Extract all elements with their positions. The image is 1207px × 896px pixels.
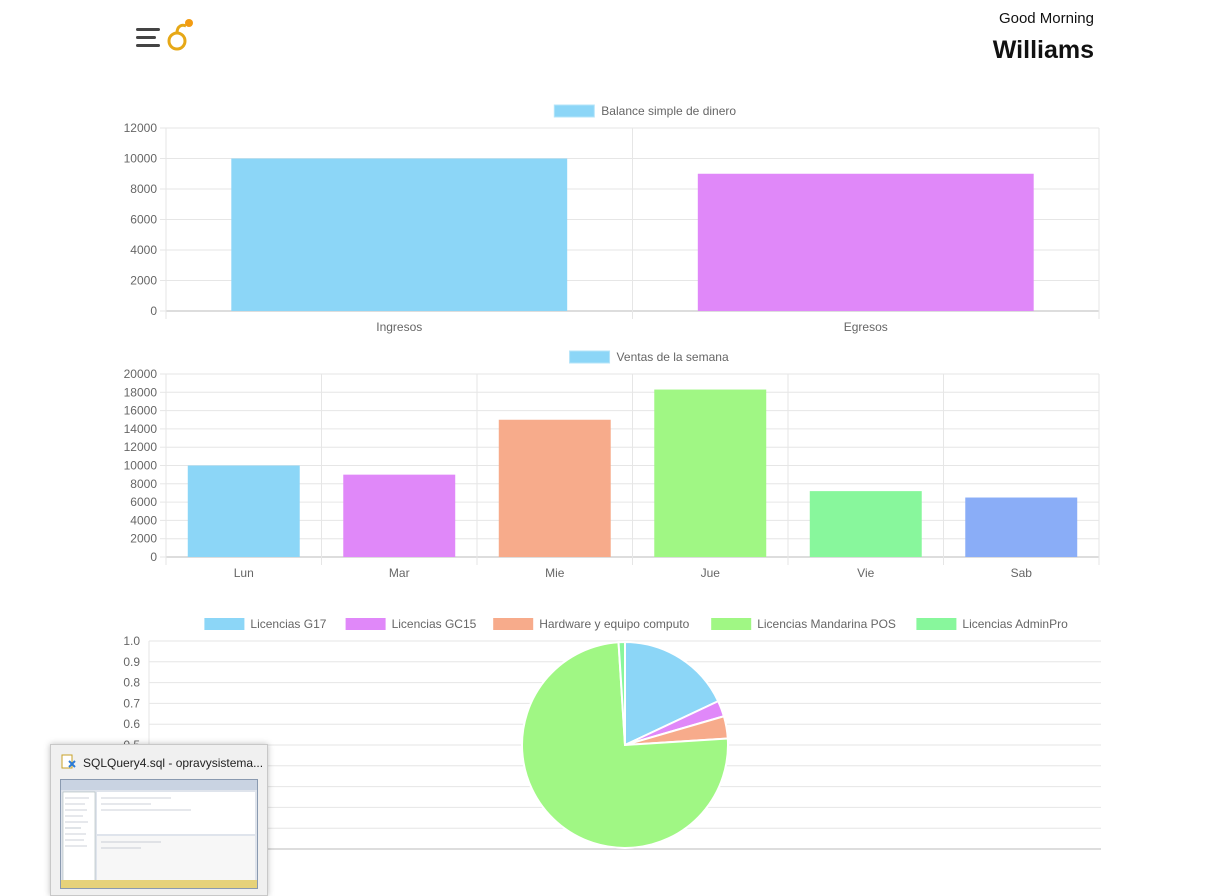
hamburger-menu-button[interactable] [136,28,162,50]
hamburger-line [136,36,156,39]
y-tick-label: 1.0 [123,634,140,648]
y-tick-label: 8000 [130,182,157,196]
y-tick-label: 10000 [124,459,158,473]
bar-lun [187,465,300,557]
y-tick-label: 0.6 [123,717,140,731]
x-tick-label: Ingresos [376,320,422,334]
bar-ingresos [231,158,568,311]
y-tick-label: 8000 [130,477,157,491]
x-tick-label: Mar [389,566,410,580]
legend-swatch [204,618,245,630]
balance-bar-chart: Balance simple de dinero 0 2000 4000 6000 800… [124,104,1100,334]
legend-label: Balance simple de dinero [601,104,736,118]
bar-mar [343,474,456,557]
taskbar-window-preview[interactable]: SQLQuery4.sql - opravysistema... [50,744,268,896]
sql-file-icon [61,754,76,769]
pie-slice-4 [617,640,626,746]
y-tick-label: 16000 [124,404,158,418]
y-tick-label: 6000 [130,495,157,509]
hamburger-icon [136,28,160,31]
bar-jue [654,389,767,557]
user-greeting: Good Morning Williams [993,10,1094,64]
x-tick-label: Egresos [844,320,888,334]
legend-label: Licencias GC15 [392,617,477,631]
x-tick-label: Sab [1011,566,1033,580]
y-tick-label: 6000 [130,213,157,227]
brand-logo-icon[interactable] [165,18,197,54]
legend-label: Ventas de la semana [617,350,729,364]
legend-swatch [345,618,386,630]
y-tick-label: 0 [150,304,157,318]
legend-label: Hardware y equipo computo [539,617,689,631]
x-tick-label: Jue [701,566,721,580]
weekly-sales-bar-chart: Ventas de la semana 0 2000 4000 6000 8000 1000… [124,350,1100,580]
preview-window-title: SQLQuery4.sql - opravysistema... [83,756,264,770]
greeting-text: Good Morning [998,10,1094,27]
y-tick-label: 2000 [130,274,157,288]
y-tick-label: 0.8 [123,676,140,690]
y-tick-label: 18000 [124,385,158,399]
x-tick-label: Mie [545,566,565,580]
y-tick-label: 4000 [130,243,157,257]
legend-swatch [711,618,752,630]
y-tick-label: 0 [150,550,157,564]
bar-mie [498,419,611,557]
y-tick-label: 10000 [124,152,158,166]
legend-label: Licencias G17 [250,617,326,631]
y-tick-label: 0.9 [123,655,140,669]
user-name: Williams [992,36,1094,64]
legend-label: Licencias Mandarina POS [757,617,896,631]
pie-slice-3 [521,641,729,849]
legend-swatch [493,618,534,630]
y-tick-label: 2000 [130,532,157,546]
bar-sab [965,497,1078,557]
pie-slice-0 [624,640,720,747]
x-tick-label: Vie [857,566,874,580]
hamburger-line [136,44,160,47]
x-tick-label: Lun [234,566,254,580]
legend-swatch [569,350,611,364]
legend-swatch [553,104,595,118]
y-tick-label: 4000 [130,513,157,527]
y-tick-label: 12000 [124,440,158,454]
y-tick-label: 12000 [124,121,158,135]
y-tick-label: 20000 [124,367,158,381]
y-tick-label: 0.7 [123,696,140,710]
app-header: Good Morning Williams [0,0,1207,80]
legend-label: Licencias AdminPro [962,617,1068,631]
bar-vie [809,491,922,557]
preview-thumbnail [60,779,258,889]
y-tick-label: 14000 [124,422,158,436]
legend-swatch [916,618,957,630]
bar-egresos [697,173,1034,311]
